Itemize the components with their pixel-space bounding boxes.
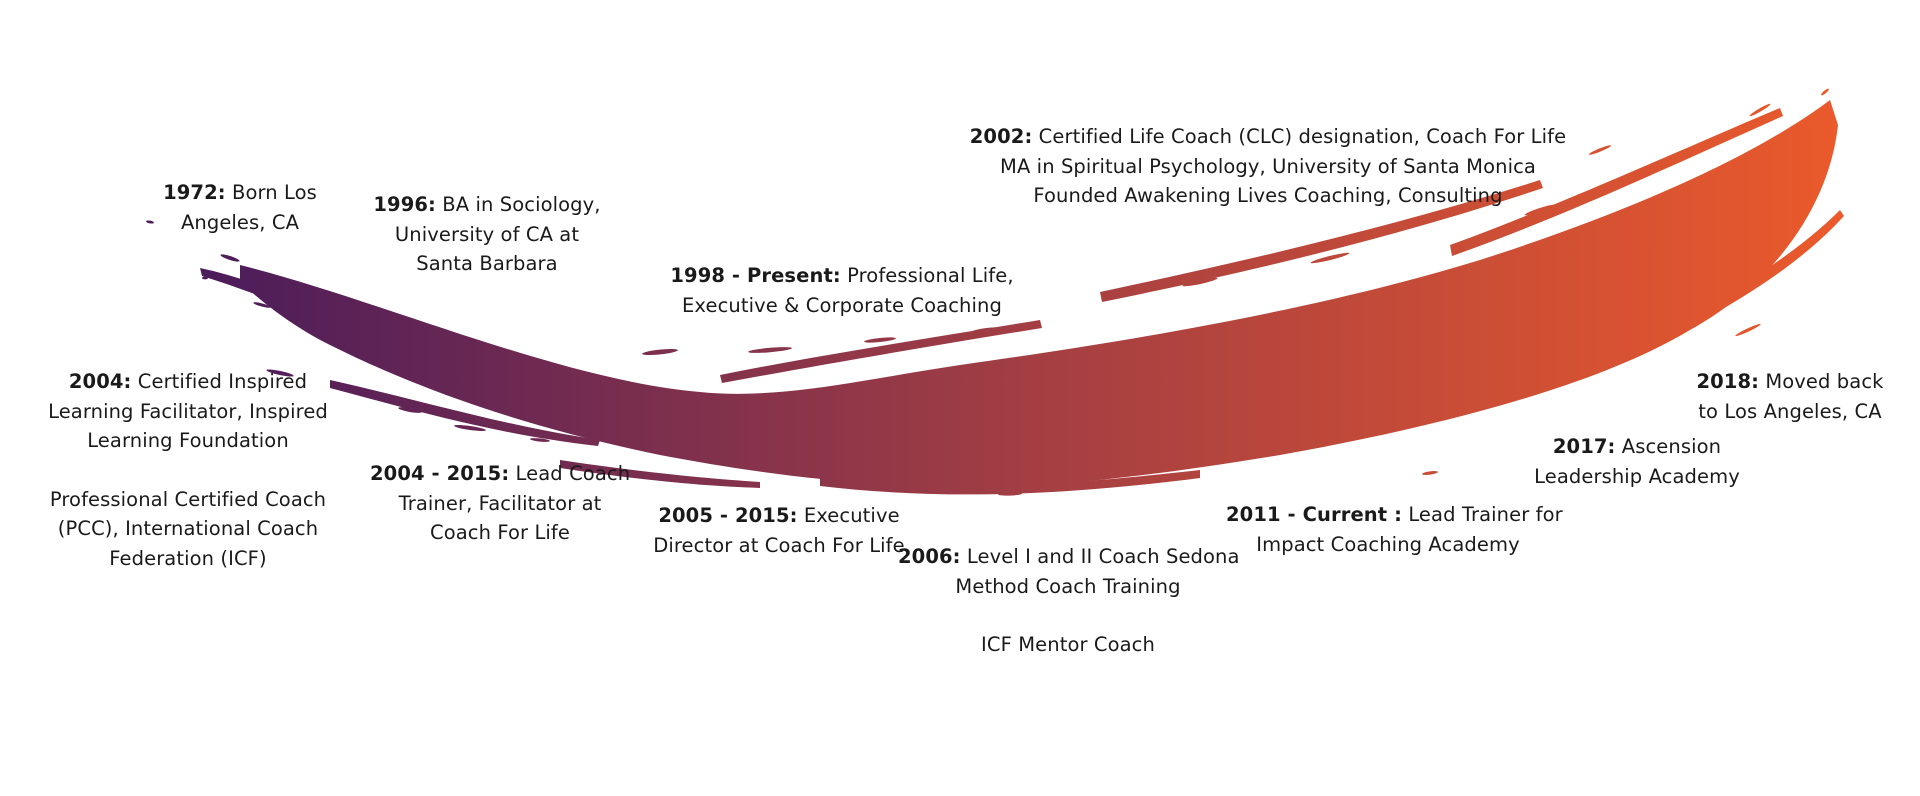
brush-bristle-2 <box>330 380 600 446</box>
entry-year: 1998 - Present: <box>670 264 841 287</box>
entry-text: Level I and II Coach Sedona <box>966 545 1240 568</box>
entry-text: Learning Foundation <box>87 429 289 452</box>
timeline-entry-2006: 2006: Level I and II Coach Sedona Method… <box>898 542 1240 660</box>
entry-year: 1972: <box>163 181 226 204</box>
timeline-entry-2005-2015: 2005 - 2015: Executive Director at Coach… <box>645 501 913 560</box>
entry-text: Lead Coach <box>515 462 631 485</box>
brush-speck <box>1182 277 1218 287</box>
entry-text: Impact Coaching Academy <box>1256 532 1520 556</box>
entry-year: 2002: <box>969 125 1033 148</box>
brush-speck <box>146 220 154 224</box>
entry-text: Santa Barbara <box>416 252 558 275</box>
brush-speck <box>253 302 271 308</box>
entry-text: Born Los <box>231 181 317 204</box>
entry-text: Angeles, CA <box>180 210 300 234</box>
timeline-entry-2017: 2017: Ascension Leadership Academy <box>1531 432 1743 491</box>
entry-text: Executive <box>803 504 900 527</box>
entry-text: to Los Angeles, CA <box>1698 399 1882 423</box>
entry-text: Ascension <box>1621 435 1722 458</box>
brush-bristle-4 <box>1100 180 1543 302</box>
entry-year: 2005 - 2015: <box>658 504 798 527</box>
entry-text: Lead Trainer for <box>1408 503 1563 526</box>
brush-bristle-6 <box>1660 210 1844 340</box>
entry-text: (PCC), International Coach <box>57 517 319 540</box>
brush-speck <box>748 347 792 353</box>
brush-stroke-body <box>240 100 1838 488</box>
brush-speck <box>1588 145 1612 155</box>
timeline-entry-2002: 2002: Certified Life Coach (CLC) designa… <box>968 122 1568 211</box>
brush-speck <box>202 276 208 280</box>
entry-text: Executive & Corporate Coaching <box>682 293 1002 317</box>
brush-speck <box>266 369 294 377</box>
entry-year: 2017: <box>1552 435 1616 458</box>
entry-text: Professional Certified Coach <box>49 487 327 511</box>
brush-speck <box>1310 252 1350 264</box>
entry-text: Moved back <box>1765 370 1884 393</box>
entry-text: Trainer, Facilitator at <box>398 491 602 515</box>
entry-text: Learning Facilitator, Inspired <box>48 399 328 423</box>
entry-text: Method Coach Training <box>955 574 1181 598</box>
entry-text: Certified Inspired <box>137 370 308 393</box>
brush-speck <box>398 407 422 413</box>
brush-speck <box>998 492 1022 496</box>
entry-text: Federation (ICF) <box>109 546 267 570</box>
entry-year: 2004: <box>68 370 132 393</box>
timeline-entry-2004-2015: 2004 - 2015: Lead Coach Trainer, Facilit… <box>370 459 630 548</box>
brush-speck <box>971 327 999 333</box>
entry-text: MA in Spiritual Psychology, University o… <box>1000 154 1536 178</box>
entry-text: Director at Coach For Life <box>653 533 905 557</box>
entry-year: 1996: <box>373 193 436 216</box>
entry-year: 2011 - Current : <box>1226 503 1402 526</box>
entry-text: Professional Life, <box>847 264 1014 287</box>
entry-year: 2006: <box>898 545 961 568</box>
entry-text: University of CA at <box>394 222 580 246</box>
brush-speck <box>1735 323 1761 337</box>
entry-text: Leadership Academy <box>1534 464 1740 488</box>
brush-bristle-8 <box>560 460 760 488</box>
brush-bristle-7 <box>820 470 1200 495</box>
brush-speck <box>454 425 486 431</box>
entry-text: Coach For Life <box>430 521 570 544</box>
timeline-entry-2018: 2018: Moved back to Los Angeles, CA <box>1688 367 1892 426</box>
brush-speck <box>1749 103 1771 117</box>
brush-speck <box>530 438 550 442</box>
brush-bristle-1 <box>200 268 440 354</box>
brush-speck <box>864 337 896 343</box>
brush-bristle-5 <box>1450 108 1783 256</box>
timeline-entry-1972: 1972: Born Los Angeles, CA <box>150 178 330 237</box>
brush-speck <box>642 348 678 356</box>
entry-text: ICF Mentor Coach <box>981 633 1155 656</box>
entry-year: 2004 - 2015: <box>370 462 510 485</box>
timeline-entry-2011: 2011 - Current : Lead Trainer for Impact… <box>1226 500 1563 559</box>
entry-text: Certified Life Coach (CLC) designation, … <box>1038 125 1567 148</box>
brush-bristle-3 <box>720 320 1042 383</box>
entry-text: BA in Sociology, <box>442 193 601 216</box>
entry-year: 2018: <box>1696 370 1760 393</box>
brush-speck <box>502 390 518 394</box>
brush-speck <box>220 254 240 262</box>
brush-speck <box>1821 88 1829 96</box>
timeline-entry-2004: 2004: Certified Inspired Learning Facili… <box>40 367 336 573</box>
entry-text: Founded Awakening Lives Coaching, Consul… <box>1033 184 1503 207</box>
brush-speck <box>1524 204 1556 216</box>
timeline-entry-1998: 1998 - Present: Professional Life, Execu… <box>670 261 1014 320</box>
brush-speck <box>1422 471 1438 475</box>
timeline-entry-1996: 1996: BA in Sociology, University of CA … <box>371 190 603 279</box>
